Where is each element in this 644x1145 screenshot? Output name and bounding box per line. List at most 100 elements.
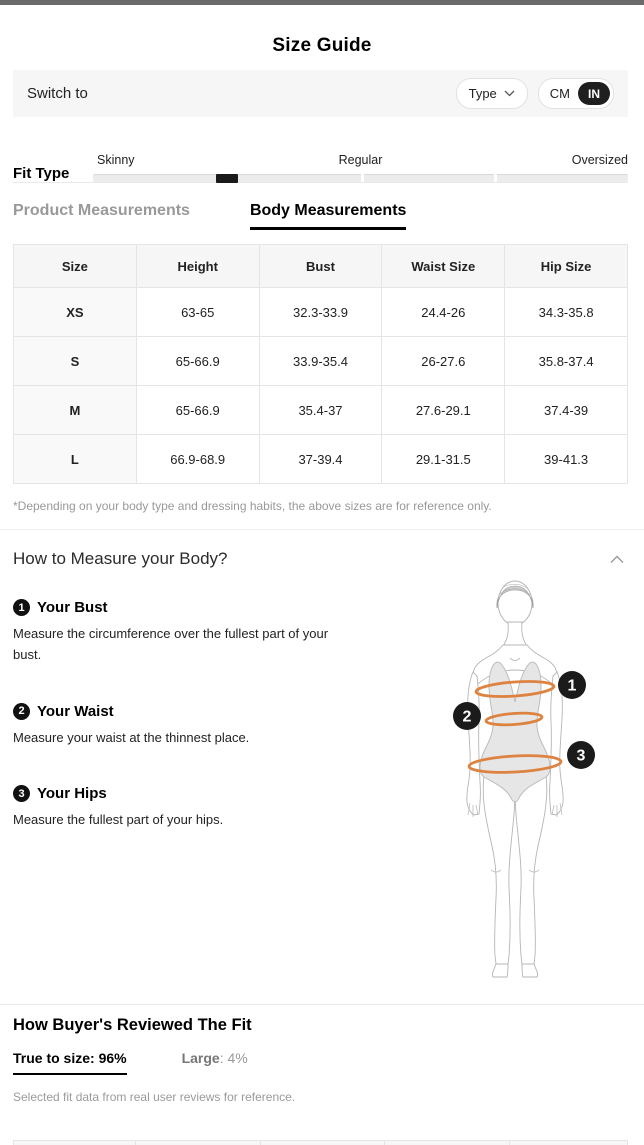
bust-measure-line <box>474 680 556 698</box>
slider-tick <box>494 174 498 182</box>
step-title: Your Waist <box>37 702 114 720</box>
step-description: Measure your waist at the thinnest place… <box>13 729 250 745</box>
how-to-measure-title: How to Measure your Body? <box>13 549 228 568</box>
hip-measure-line <box>467 754 563 774</box>
cell-size: M <box>13 385 137 435</box>
cell-hip: 35.8-37.4 <box>504 336 628 386</box>
cell-height: 63-65 <box>135 287 260 337</box>
fit-review-stats: True to size: 96% Large: 4% <box>13 1050 628 1075</box>
table-column-divider <box>384 1141 386 1145</box>
cell-hip: 37.4-39 <box>504 385 628 435</box>
cell-waist: 26-27.6 <box>381 336 506 386</box>
fit-option-skinny: Skinny <box>97 153 135 167</box>
fit-option-oversized: Oversized <box>571 153 628 167</box>
table-row: L 66.9-68.9 37-39.4 29.1-31.5 39-41.3 <box>13 434 628 484</box>
chevron-down-icon <box>504 90 515 97</box>
svg-text:3: 3 <box>577 748 586 765</box>
col-header-bust: Bust <box>258 244 383 288</box>
fit-review-note: Selected fit data from real user reviews… <box>13 1090 296 1104</box>
measure-step-bust: 1 Your Bust Measure the circumference ov… <box>13 599 358 666</box>
fit-option-regular: Regular <box>338 153 383 167</box>
stat-true-to-size: True to size: 96% <box>13 1050 127 1075</box>
switch-to-label: Switch to <box>27 85 88 102</box>
chevron-up-icon <box>610 555 624 563</box>
waist-measure-line <box>484 711 544 727</box>
stat-large-label: Large <box>181 1050 220 1066</box>
cell-bust: 35.4-37 <box>258 385 383 435</box>
type-dropdown[interactable]: Type <box>455 78 528 109</box>
table-row: S 65-66.9 33.9-35.4 26-27.6 35.8-37.4 <box>13 336 628 386</box>
collapse-section-button[interactable] <box>606 551 628 568</box>
tab-product-measurements[interactable]: Product Measurements <box>13 202 190 219</box>
step-number-badge: 1 <box>13 599 30 616</box>
body-figure-svg: 1 2 3 <box>453 580 595 978</box>
cell-waist: 24.4-26 <box>381 287 506 337</box>
cell-height: 65-66.9 <box>135 385 260 435</box>
tab-body-measurements[interactable]: Body Measurements <box>249 202 407 230</box>
measure-steps: 1 Your Bust Measure the circumference ov… <box>13 599 358 831</box>
cell-height: 65-66.9 <box>135 336 260 386</box>
col-header-hip: Hip Size <box>504 244 628 288</box>
table-row: XS 63-65 32.3-33.9 24.4-26 34.3-35.8 <box>13 287 628 337</box>
table-footnote: *Depending on your body type and dressin… <box>13 499 492 513</box>
cell-bust: 37-39.4 <box>258 434 383 484</box>
col-header-waist: Waist Size <box>381 244 506 288</box>
stat-large: Large: 4% <box>182 1050 248 1066</box>
fit-type-slider-thumb[interactable] <box>215 174 238 183</box>
stat-large-value: : 4% <box>219 1050 248 1066</box>
table-column-divider <box>508 1141 510 1145</box>
divider <box>13 182 628 183</box>
switch-to-bar: Switch to Type CM IN <box>13 70 628 117</box>
measure-step-hips: 3 Your Hips Measure the fullest part of … <box>13 785 358 831</box>
body-measurement-illustration: 1 2 3 <box>434 572 634 980</box>
fit-review-section: How Buyer's Reviewed The Fit True to siz… <box>13 1005 628 1104</box>
measure-step-waist: 2 Your Waist Measure your waist at the t… <box>13 702 358 749</box>
col-header-size: Size <box>13 244 137 288</box>
cell-hip: 39-41.3 <box>504 434 628 484</box>
cell-waist: 27.6-29.1 <box>381 385 506 435</box>
size-table: Size Height Bust Waist Size Hip Size XS … <box>13 244 628 484</box>
fit-review-title: How Buyer's Reviewed The Fit <box>13 1016 252 1034</box>
cell-hip: 34.3-35.8 <box>504 287 628 337</box>
cell-bust: 32.3-33.9 <box>258 287 383 337</box>
divider <box>0 1004 644 1005</box>
table-header-row: Size Height Bust Waist Size Hip Size <box>13 244 628 288</box>
type-dropdown-label: Type <box>468 86 497 101</box>
figure-badge-2: 2 <box>453 702 481 730</box>
measurement-tabs: Product Measurements Body Measurements <box>13 183 628 230</box>
svg-text:2: 2 <box>463 709 472 726</box>
col-header-height: Height <box>135 244 260 288</box>
figure-badge-1: 1 <box>558 671 586 699</box>
fit-type-label: Fit Type <box>13 165 70 182</box>
unit-option-in[interactable]: IN <box>578 82 610 105</box>
step-title: Your Hips <box>37 785 107 803</box>
cell-bust: 33.9-35.4 <box>258 336 383 386</box>
fit-type-slider: Skinny Regular Oversized <box>93 153 628 183</box>
page-title: Size Guide <box>272 35 372 56</box>
divider <box>0 529 644 530</box>
how-to-measure-section: How to Measure your Body? 1 Your Bust Me… <box>13 530 628 1004</box>
cell-size: XS <box>13 287 137 337</box>
table-row: M 65-66.9 35.4-37 27.6-29.1 37.4-39 <box>13 385 628 435</box>
fit-type-section: Fit Type Skinny Regular Oversized <box>13 117 628 183</box>
unit-toggle[interactable]: CM IN <box>537 78 614 109</box>
cell-height: 66.9-68.9 <box>135 434 260 484</box>
fit-type-scale-labels: Skinny Regular Oversized <box>93 153 628 168</box>
switch-controls: Type CM IN <box>455 78 614 109</box>
cell-size: S <box>13 336 137 386</box>
cell-waist: 29.1-31.5 <box>381 434 506 484</box>
fit-type-slider-track[interactable] <box>93 174 628 183</box>
step-description: Measure the fullest part of your hips. <box>13 812 224 828</box>
table-column-divider <box>135 1141 137 1145</box>
slider-tick <box>360 174 364 182</box>
step-title: Your Bust <box>37 599 108 616</box>
step-number-badge: 2 <box>13 702 30 720</box>
figure-badge-3: 3 <box>567 741 595 769</box>
svg-text:1: 1 <box>568 678 577 695</box>
partial-next-table-edge <box>13 1140 628 1145</box>
cell-size: L <box>13 434 137 484</box>
step-number-badge: 3 <box>13 785 30 803</box>
page-backdrop-strip <box>0 0 644 5</box>
table-column-divider <box>259 1141 261 1145</box>
unit-option-cm[interactable]: CM <box>549 86 570 101</box>
